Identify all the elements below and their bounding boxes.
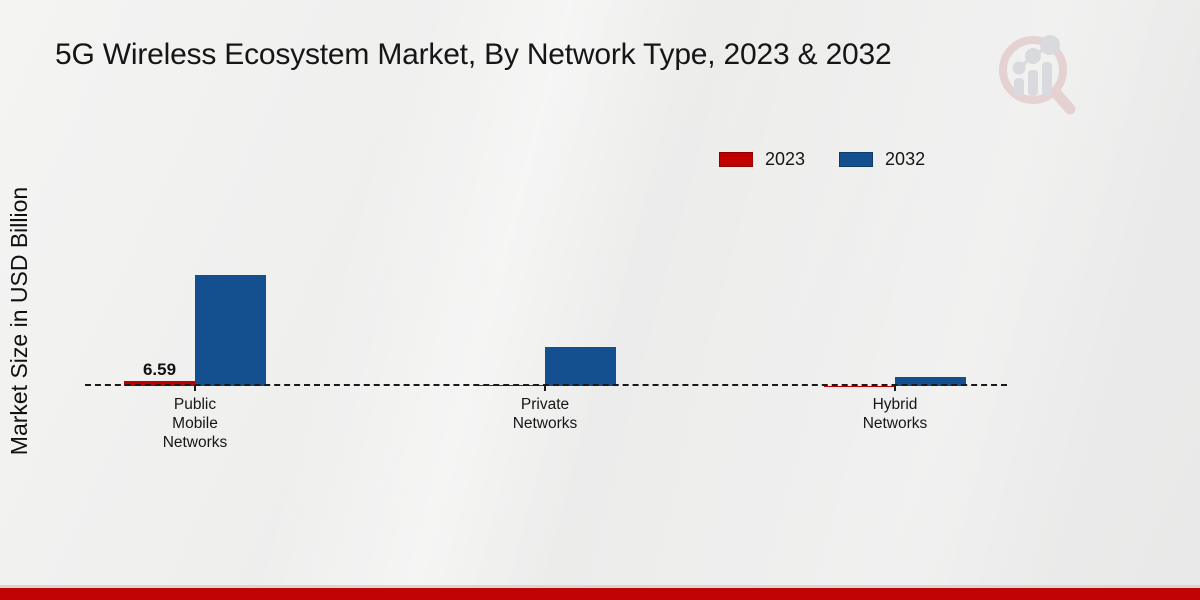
- legend-swatch-icon: [719, 152, 753, 167]
- x-axis-category-label-hybrid-networks: Hybrid Networks: [862, 396, 928, 432]
- legend: 2023 2032: [719, 149, 925, 170]
- x-axis-tick: [194, 386, 196, 391]
- legend-label: 2023: [765, 149, 806, 169]
- footer-accent-bar: [0, 588, 1200, 600]
- bar-value-label: 6.59: [142, 360, 177, 379]
- footer-divider: [0, 585, 1200, 588]
- legend-label: 2032: [885, 149, 926, 169]
- legend-swatch-icon: [839, 152, 874, 167]
- bar-2032-hybrid-networks: [895, 376, 966, 386]
- bar-2032-public-mobile-networks: [195, 275, 266, 386]
- legend-item-2023: 2023: [719, 149, 805, 170]
- bar-2032-private-networks: [545, 346, 616, 386]
- x-axis-baseline: [85, 384, 1007, 386]
- x-axis-tick: [544, 386, 546, 391]
- x-axis-category-label-private-networks: Private Networks: [512, 396, 578, 432]
- bar-2023-public-mobile-networks: [124, 381, 195, 386]
- chart-title: 5G Wireless Ecosystem Market, By Network…: [55, 38, 892, 71]
- y-axis-label: Market Size in USD Billion: [6, 186, 32, 456]
- x-axis-category-label-public-mobile-networks: Public Mobile Networks: [162, 396, 228, 451]
- legend-item-2032: 2032: [839, 149, 925, 170]
- magnifier-bar-chart-logo-icon: [999, 35, 1076, 115]
- x-axis-tick: [894, 386, 896, 391]
